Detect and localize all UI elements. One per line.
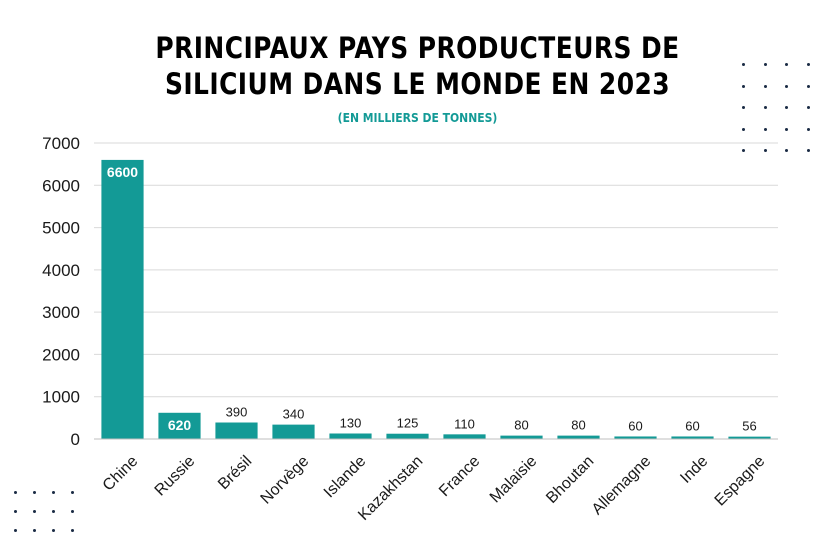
- decorative-dot: [763, 149, 767, 152]
- x-tick-label: Bhoutan: [543, 453, 597, 507]
- x-tick-label: Islande: [321, 453, 370, 502]
- chart-title-line-2: SILICIUM DANS LE MONDE EN 2023: [164, 67, 671, 101]
- chart-subtitle: (EN MILLIERS DE TONNES): [337, 111, 498, 125]
- bar: [500, 435, 543, 439]
- decorative-dot: [742, 63, 745, 66]
- bar: [443, 434, 486, 439]
- decorative-dot: [742, 106, 745, 109]
- decorative-dot: [806, 149, 810, 152]
- decorative-dot: [763, 106, 767, 109]
- bar: [728, 436, 771, 439]
- decorative-dot: [742, 84, 745, 88]
- decorative-dot: [806, 106, 810, 109]
- decorative-dot: [742, 127, 745, 131]
- decorative-dot: [785, 106, 788, 109]
- data-label: 110: [454, 416, 475, 431]
- decorative-dot: [33, 529, 36, 532]
- chart-title: PRINCIPAUX PAYS PRODUCTEURS DE SILICIUM …: [58, 30, 776, 102]
- data-label: 60: [685, 418, 699, 433]
- data-label: 80: [514, 418, 528, 433]
- decorative-dot: [806, 84, 810, 88]
- y-tick-label: 4000: [42, 261, 80, 280]
- x-tick-label: Espagne: [712, 453, 769, 510]
- bar: [101, 159, 144, 439]
- data-label: 60: [628, 418, 642, 433]
- y-tick-label: 3000: [42, 303, 80, 322]
- decorative-dot: [33, 510, 36, 513]
- decorative-dot: [14, 510, 17, 513]
- y-tick-label: 0: [71, 430, 80, 449]
- y-tick-label: 1000: [42, 388, 80, 407]
- y-tick-label: 6000: [42, 176, 80, 195]
- bar: [272, 424, 315, 439]
- x-tick-label: Chine: [100, 453, 142, 495]
- data-label: 620: [168, 417, 192, 433]
- y-tick-label: 7000: [42, 134, 80, 153]
- data-label: 130: [340, 416, 362, 431]
- x-tick-label: Russie: [152, 453, 199, 500]
- decorative-dot: [763, 63, 767, 66]
- decorative-dot: [785, 127, 788, 131]
- data-label: 56: [742, 419, 756, 434]
- y-tick-label: 2000: [42, 345, 80, 364]
- decorative-dot: [742, 149, 745, 152]
- bar: [671, 436, 714, 439]
- data-label: 6600: [107, 164, 138, 180]
- decorative-dot: [71, 529, 74, 532]
- decorative-dot: [71, 510, 74, 513]
- x-tick-label: Allemagne: [589, 453, 655, 519]
- decorative-dot: [806, 127, 810, 131]
- decorative-dot: [785, 84, 788, 88]
- decorative-dot: [52, 510, 55, 513]
- y-tick-label: 5000: [42, 219, 80, 238]
- decorative-dot: [806, 63, 810, 66]
- decorative-dot: [785, 63, 788, 66]
- decorative-dot: [785, 149, 788, 152]
- chart-title-line-1: PRINCIPAUX PAYS PRODUCTEURS DE: [155, 31, 680, 65]
- decorative-dot: [52, 529, 55, 532]
- x-tick-label: Inde: [677, 453, 711, 487]
- x-tick-label: Malaisie: [487, 453, 541, 507]
- decorative-dot: [33, 491, 36, 494]
- bar: [329, 433, 372, 439]
- bar: [386, 433, 429, 439]
- bar: [614, 436, 657, 439]
- bar: [158, 412, 201, 439]
- x-tick-label: Norvège: [258, 453, 313, 508]
- x-tick-label: Brésil: [215, 453, 255, 493]
- decorative-dot: [71, 491, 74, 494]
- data-label: 80: [571, 418, 585, 433]
- data-label: 340: [283, 407, 305, 422]
- bar: [215, 422, 258, 439]
- data-label: 390: [226, 405, 248, 420]
- decorative-dot: [763, 84, 767, 88]
- bar: [557, 435, 600, 439]
- decorative-dot: [52, 491, 55, 494]
- decorative-dot: [763, 127, 767, 131]
- x-tick-label: France: [436, 453, 483, 500]
- decorative-dot: [14, 529, 17, 532]
- decorative-dot: [14, 491, 17, 494]
- data-label: 125: [397, 416, 419, 431]
